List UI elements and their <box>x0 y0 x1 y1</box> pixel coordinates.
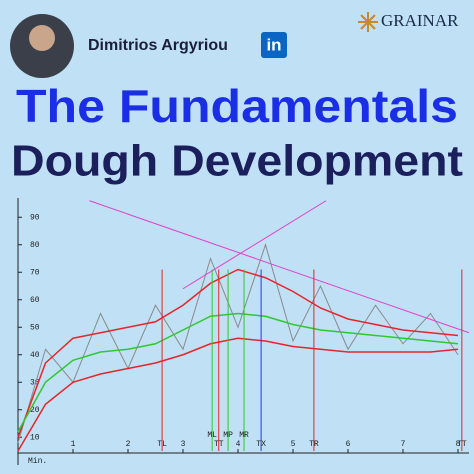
curve-line <box>17 312 459 433</box>
x-tick-label: 4 <box>236 440 241 449</box>
title-line-1: The Fundamentals <box>16 80 458 132</box>
y-tick-label: 30 <box>30 378 40 387</box>
y-tick-label: 20 <box>30 406 40 415</box>
marker-label: TR <box>309 440 319 449</box>
linkedin-icon[interactable] <box>261 32 287 58</box>
title-line-2: Dough Development <box>11 137 463 186</box>
marker-label: ML <box>207 431 217 440</box>
trend-line <box>89 200 470 334</box>
x-tick-label: 5 <box>291 440 296 449</box>
marker-label: TX <box>256 440 266 449</box>
x-tick-label: 8 <box>456 440 461 449</box>
x-tick-label: 1 <box>71 440 76 449</box>
marker-label: MR <box>239 431 249 440</box>
x-tick-label: 3 <box>181 440 186 449</box>
x-tick-label: 7 <box>401 440 406 449</box>
curve-line <box>17 337 459 452</box>
y-tick-label: 80 <box>30 241 40 250</box>
y-tick-label: 60 <box>30 296 40 305</box>
y-tick-label: 90 <box>30 213 40 222</box>
trend-line <box>182 200 327 290</box>
y-tick-label: 40 <box>30 351 40 360</box>
linkedin-text[interactable]: in <box>266 35 281 54</box>
marker-label: TL <box>157 440 167 449</box>
author-name: Dimitrios Argyriou <box>88 37 228 54</box>
profile-face <box>29 25 55 51</box>
marker-label: TT <box>214 440 224 449</box>
x-unit-label: Min. <box>28 457 47 466</box>
brand-name: GRAINAR <box>381 11 459 30</box>
y-tick-label: 70 <box>30 268 40 277</box>
y-tick-label: 10 <box>30 433 40 442</box>
curve-line <box>17 268 459 438</box>
brand-logo <box>358 12 378 32</box>
x-tick-label: 2 <box>126 440 131 449</box>
x-tick-label: 6 <box>346 440 351 449</box>
signal-line <box>17 243 459 443</box>
y-tick-label: 50 <box>30 323 40 332</box>
marker-label: MP <box>223 431 233 440</box>
marker-label: TT <box>457 440 467 449</box>
